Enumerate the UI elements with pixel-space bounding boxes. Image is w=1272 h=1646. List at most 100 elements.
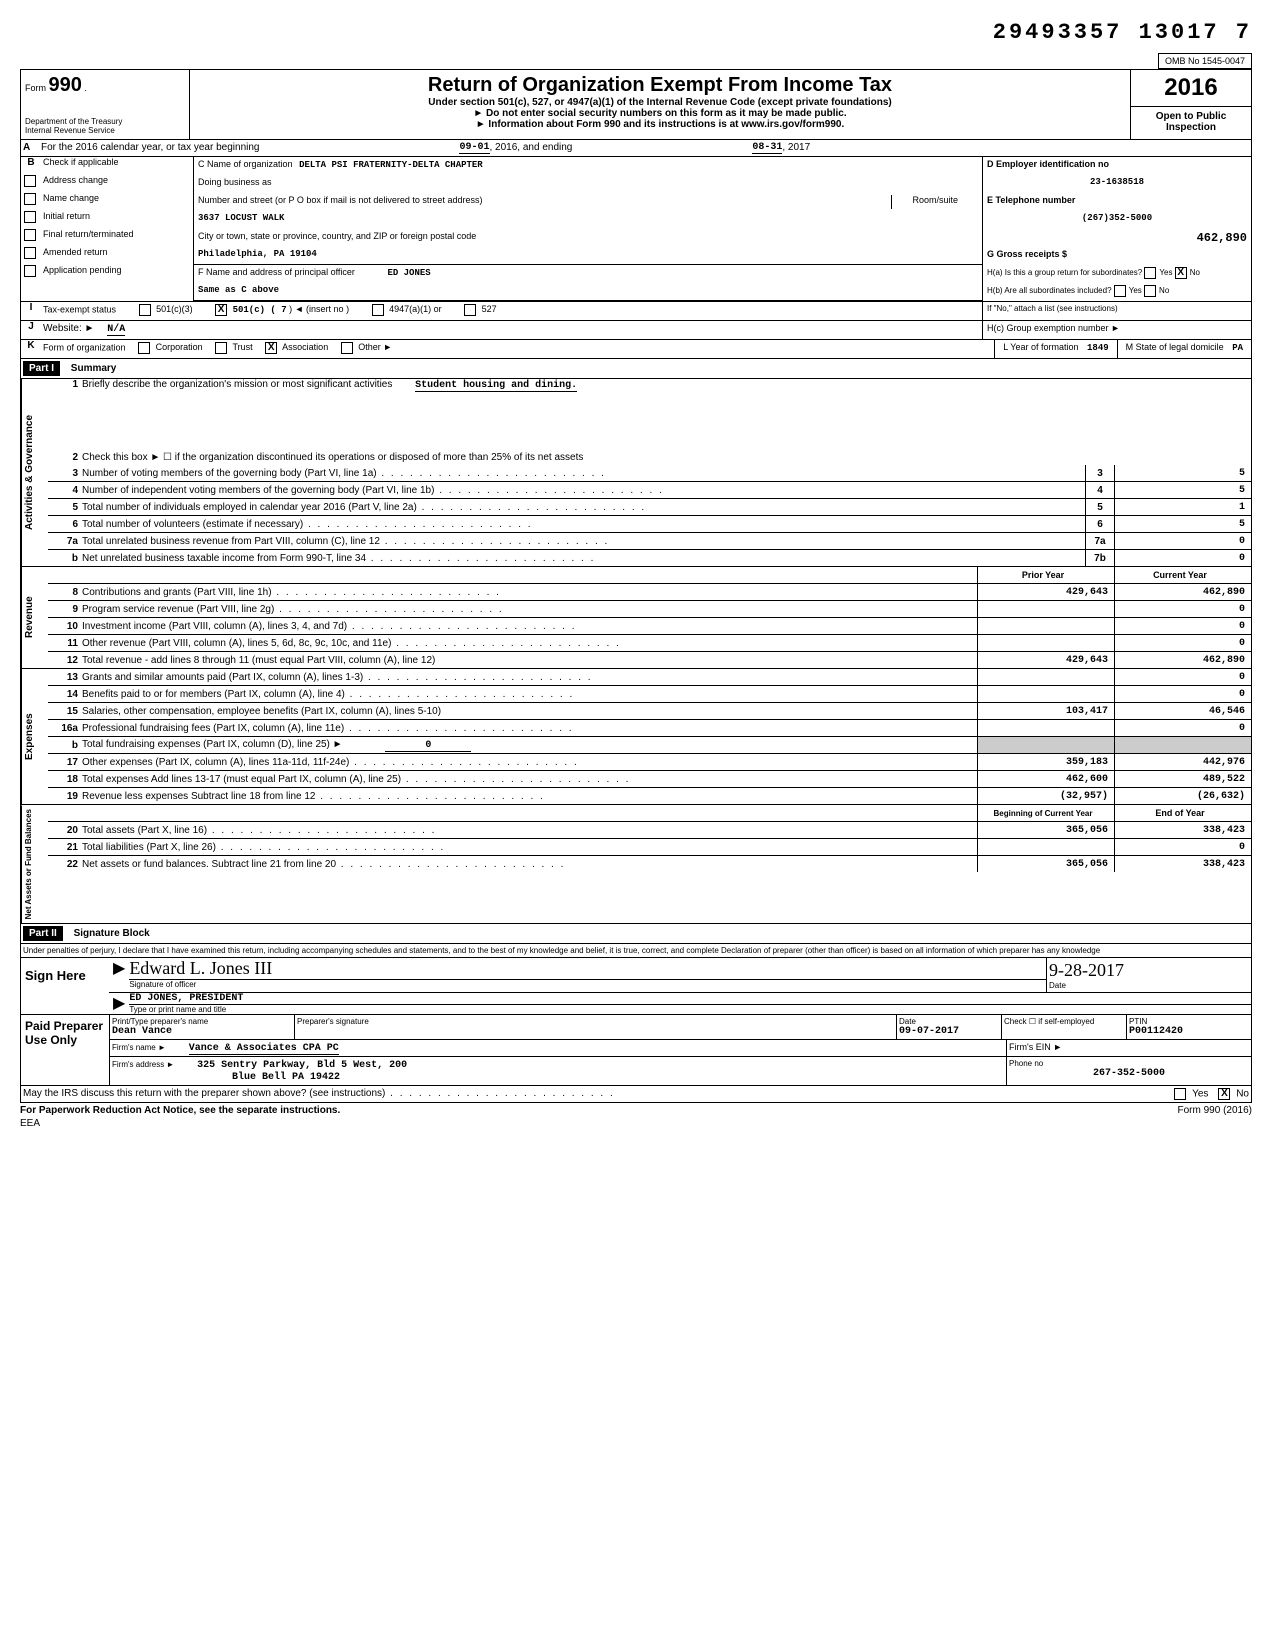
name-change-checkbox[interactable] bbox=[24, 193, 36, 205]
line8: Contributions and grants (Part VIII, lin… bbox=[82, 587, 977, 598]
initial-checkbox[interactable] bbox=[24, 211, 36, 223]
part1-header: Part I bbox=[23, 361, 60, 376]
cy10: 0 bbox=[1114, 618, 1251, 634]
501c-label: 501(c) ( 7 bbox=[233, 305, 287, 315]
part2-title: Signature Block bbox=[74, 928, 150, 939]
hb-no-checkbox[interactable] bbox=[1144, 285, 1156, 297]
section-a-label: A bbox=[23, 142, 41, 154]
final-checkbox[interactable] bbox=[24, 229, 36, 241]
form-org-label: Form of organization bbox=[43, 342, 126, 352]
hb-label: H(b) Are all subordinates included? bbox=[987, 286, 1112, 295]
type-name-label: Type or print name and title bbox=[129, 1005, 1251, 1014]
document-stamp: 29493357 13017 7 bbox=[20, 20, 1252, 45]
no-label: No bbox=[1190, 268, 1200, 277]
irs-label: Internal Revenue Service bbox=[25, 126, 185, 135]
paid-preparer-label: Paid Preparer Use Only bbox=[21, 1015, 110, 1085]
no-label-3: No bbox=[1236, 1089, 1249, 1100]
ha-no-checkbox[interactable] bbox=[1175, 267, 1187, 279]
line21: Total liabilities (Part X, line 26) bbox=[82, 842, 977, 853]
cy9: 0 bbox=[1114, 601, 1251, 617]
val7a: 0 bbox=[1114, 533, 1251, 549]
mission-label: Briefly describe the organization's miss… bbox=[82, 379, 392, 390]
end-date: 08-31 bbox=[752, 142, 782, 154]
501c3-checkbox[interactable] bbox=[139, 304, 151, 316]
val5: 1 bbox=[1114, 499, 1251, 515]
py12: 429,643 bbox=[977, 652, 1114, 668]
py19: (32,957) bbox=[977, 788, 1114, 804]
tax-year: 2016 bbox=[1131, 70, 1251, 107]
sig-officer-label: Signature of officer bbox=[129, 980, 1046, 989]
header-block: B Check if applicable C Name of organiza… bbox=[20, 157, 1252, 359]
pending-checkbox[interactable] bbox=[24, 265, 36, 277]
cy11: 0 bbox=[1114, 635, 1251, 651]
cy16a: 0 bbox=[1114, 720, 1251, 736]
officer-addr: Same as C above bbox=[193, 283, 982, 301]
hb-yes-checkbox[interactable] bbox=[1114, 285, 1126, 297]
by22: 365,056 bbox=[977, 856, 1114, 872]
form-title: Return of Organization Exempt From Incom… bbox=[194, 74, 1126, 97]
firm-addr-label: Firm's address ► bbox=[112, 1060, 174, 1069]
line15: Salaries, other compensation, employee b… bbox=[82, 706, 977, 717]
city-state-zip: Philadelphia, PA 19104 bbox=[193, 247, 982, 265]
line2: Check this box ► ☐ if the organization d… bbox=[82, 452, 1251, 463]
gross-receipts: 462,890 bbox=[982, 229, 1251, 247]
summary-table: Activities & Governance 1 Briefly descri… bbox=[20, 379, 1252, 567]
prep-name-label: Print/Type preparer's name bbox=[112, 1017, 292, 1026]
line16b: Total fundraising expenses (Part IX, col… bbox=[82, 739, 977, 751]
firm-ein-label: Firm's EIN ► bbox=[1006, 1040, 1251, 1056]
corp-checkbox[interactable] bbox=[138, 342, 150, 354]
city-label: City or town, state or province, country… bbox=[193, 229, 982, 247]
d-label: D Employer identification no bbox=[987, 159, 1109, 169]
dba-label: Doing business as bbox=[193, 175, 982, 193]
trust-checkbox[interactable] bbox=[215, 342, 227, 354]
other-label: Other ► bbox=[358, 342, 392, 352]
phone: (267)352-5000 bbox=[982, 211, 1251, 229]
firm-addr2: Blue Bell PA 19422 bbox=[232, 1072, 340, 1083]
line11: Other revenue (Part VIII, column (A), li… bbox=[82, 638, 977, 649]
prior-year-header: Prior Year bbox=[977, 567, 1114, 583]
other-checkbox[interactable] bbox=[341, 342, 353, 354]
omb-number: OMB No 1545-0047 bbox=[1158, 53, 1252, 69]
part2-header: Part II bbox=[23, 926, 63, 941]
line7a: Total unrelated business revenue from Pa… bbox=[82, 536, 1085, 547]
prep-sig-label: Preparer's signature bbox=[297, 1017, 894, 1026]
line9: Program service revenue (Part VIII, line… bbox=[82, 604, 977, 615]
discuss-yes-checkbox[interactable] bbox=[1174, 1088, 1186, 1100]
part1-title: Summary bbox=[71, 363, 117, 374]
line18: Total expenses Add lines 13-17 (must equ… bbox=[82, 774, 977, 785]
527-checkbox[interactable] bbox=[464, 304, 476, 316]
final-label: Final return/terminated bbox=[41, 229, 193, 247]
cy13: 0 bbox=[1114, 669, 1251, 685]
activities-governance-label: Activities & Governance bbox=[21, 379, 48, 566]
street-address: 3637 LOCUST WALK bbox=[193, 211, 982, 229]
line5: Total number of individuals employed in … bbox=[82, 502, 1085, 513]
dept-label: Department of the Treasury bbox=[25, 117, 185, 126]
subtitle-3: ► Information about Form 990 and its ins… bbox=[194, 119, 1126, 130]
val4: 5 bbox=[1114, 482, 1251, 498]
sign-here-label: Sign Here bbox=[21, 958, 109, 1014]
hb-note: If "No," attach a list (see instructions… bbox=[982, 302, 1251, 320]
501c3-label: 501(c)(3) bbox=[156, 304, 193, 314]
perjury-statement: Under penalties of perjury, I declare th… bbox=[20, 944, 1252, 958]
addr-change-checkbox[interactable] bbox=[24, 175, 36, 187]
py15: 103,417 bbox=[977, 703, 1114, 719]
end-year: , 2017 bbox=[782, 142, 810, 154]
discuss-no-checkbox[interactable] bbox=[1218, 1088, 1230, 1100]
501c-checkbox[interactable] bbox=[215, 304, 227, 316]
cy17: 442,976 bbox=[1114, 754, 1251, 770]
begin-year-header: Beginning of Current Year bbox=[977, 805, 1114, 821]
officer-name: ED JONES bbox=[387, 268, 430, 278]
4947-checkbox[interactable] bbox=[372, 304, 384, 316]
amended-checkbox[interactable] bbox=[24, 247, 36, 259]
line6: Total number of volunteers (estimate if … bbox=[82, 519, 1085, 530]
form-number: 990 bbox=[49, 74, 82, 96]
py17: 359,183 bbox=[977, 754, 1114, 770]
assoc-checkbox[interactable] bbox=[265, 342, 277, 354]
4947-label: 4947(a)(1) or bbox=[389, 304, 442, 314]
hc-label: H(c) Group exemption number ► bbox=[982, 321, 1251, 339]
date-label-2: Date bbox=[899, 1017, 999, 1026]
tax-exempt-label: Tax-exempt status bbox=[43, 304, 116, 314]
prep-date: 09-07-2017 bbox=[899, 1026, 999, 1037]
ha-yes-checkbox[interactable] bbox=[1144, 267, 1156, 279]
line7b: Net unrelated business taxable income fr… bbox=[82, 553, 1085, 564]
